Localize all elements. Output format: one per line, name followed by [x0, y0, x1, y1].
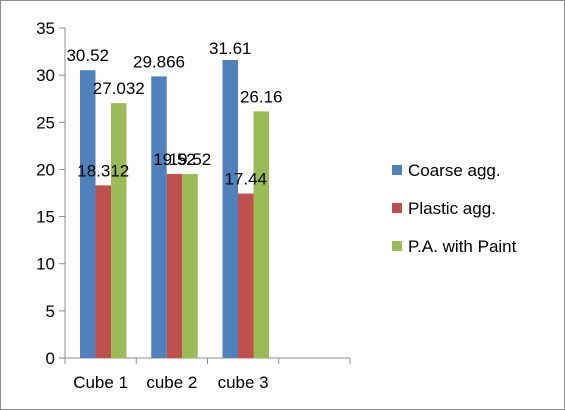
bar — [238, 193, 254, 358]
data-label: 31.61 — [209, 39, 252, 58]
data-label: 30.52 — [66, 46, 109, 65]
y-axis: 0 5 10 15 20 25 30 35 — [36, 19, 66, 368]
y-tick-label: 10 — [36, 255, 55, 274]
data-label: 27.032 — [93, 79, 145, 98]
bars — [80, 59, 269, 359]
data-label: 19.52 — [169, 150, 212, 169]
legend: Coarse agg. Plastic agg. P.A. with Paint — [392, 161, 517, 256]
data-label: 19.52 — [153, 150, 196, 169]
legend-swatch — [392, 165, 402, 175]
bar — [253, 111, 269, 358]
legend-swatch — [392, 241, 402, 251]
data-label: 26.16 — [240, 87, 283, 106]
bar — [151, 76, 167, 359]
data-labels: 30.52 29.866 31.61 18.312 19.52 17.44 27.032 19… — [66, 39, 282, 189]
data-label: 17.44 — [224, 170, 267, 189]
bar — [182, 173, 198, 358]
legend-entry: Coarse agg. — [408, 161, 501, 180]
y-tick-label: 15 — [36, 208, 55, 227]
y-tick-label: 25 — [36, 113, 55, 132]
bar — [111, 103, 127, 358]
data-label: 29.866 — [133, 52, 185, 71]
x-axis: Cube 1 cube 2 cube 3 — [64, 357, 351, 392]
x-tick-label: Cube 1 — [73, 373, 128, 392]
legend-entry: Plastic agg. — [408, 199, 496, 218]
x-tick-label: cube 2 — [146, 373, 197, 392]
y-tick-label: 35 — [36, 19, 55, 38]
bar — [166, 173, 183, 358]
bar — [95, 185, 111, 358]
y-tick-label: 5 — [46, 302, 55, 321]
bar — [222, 59, 238, 358]
bar — [80, 70, 96, 359]
legend-swatch — [392, 203, 402, 213]
data-label: 18.312 — [77, 161, 129, 180]
legend-entry: P.A. with Paint — [408, 237, 517, 256]
y-tick-label: 20 — [36, 160, 55, 179]
x-tick-label: cube 3 — [218, 373, 269, 392]
y-tick-label: 0 — [46, 349, 55, 368]
y-tick-label: 30 — [36, 66, 55, 85]
